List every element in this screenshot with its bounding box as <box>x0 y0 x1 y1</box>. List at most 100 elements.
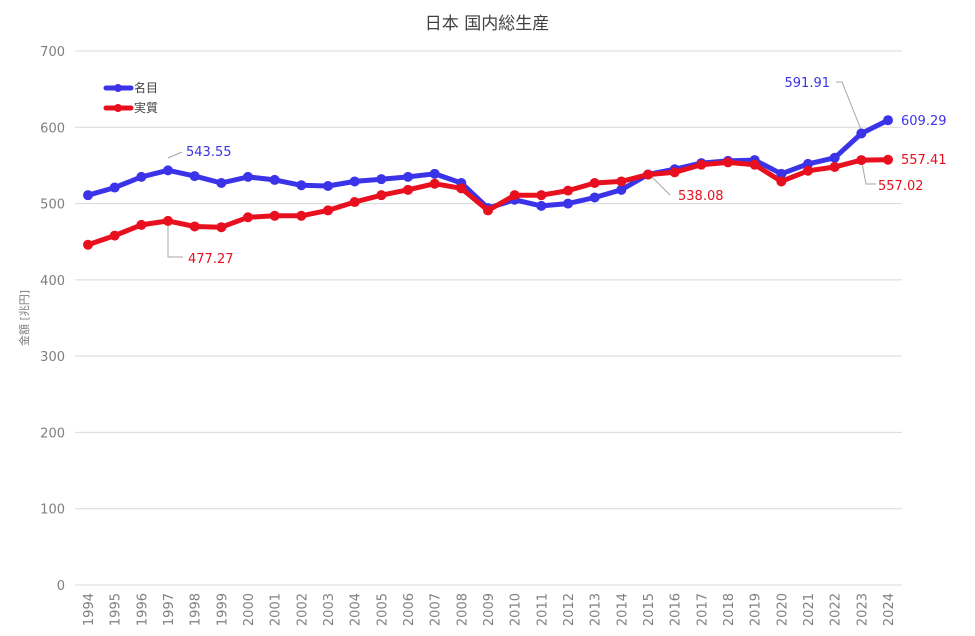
data-point <box>749 159 760 170</box>
annotation-leader <box>167 151 183 159</box>
y-tick-label: 300 <box>40 350 65 365</box>
x-tick-label: 2012 <box>562 593 577 626</box>
data-point <box>803 158 813 169</box>
annotation-leader <box>861 162 876 185</box>
series-1 <box>83 154 893 250</box>
data-point <box>429 168 440 179</box>
data-point <box>216 177 227 188</box>
y-tick-label: 100 <box>40 503 65 518</box>
x-tick-label: 2014 <box>615 593 630 626</box>
data-point <box>509 190 520 201</box>
x-tick-label: 2021 <box>802 593 817 626</box>
x-tick-label: 2017 <box>695 593 710 626</box>
data-point <box>216 222 227 233</box>
x-tick-label: 2018 <box>722 593 737 626</box>
annotation-leader <box>650 175 671 196</box>
x-tick-label: 2019 <box>749 593 764 626</box>
data-point <box>616 184 627 195</box>
gridlines <box>75 50 902 586</box>
y-axis-label: 金額 [兆円] <box>17 290 31 346</box>
data-point <box>243 212 253 223</box>
x-tick-label: 1999 <box>215 593 230 626</box>
data-point <box>563 198 573 209</box>
data-point <box>776 176 787 187</box>
data-point <box>829 152 840 163</box>
data-point <box>349 197 360 208</box>
x-tick-label: 1997 <box>162 593 177 626</box>
x-tick-label: 2022 <box>829 593 844 626</box>
data-point <box>776 168 787 179</box>
series-lines <box>83 115 893 250</box>
y-axis-ticks: 0 100 200 300 400 500 600 700 <box>40 45 65 594</box>
data-point <box>243 171 253 182</box>
data-point <box>723 157 733 168</box>
y-tick-label: 600 <box>40 121 65 136</box>
y-tick-label: 200 <box>40 426 65 441</box>
data-point <box>189 171 200 182</box>
data-point <box>536 200 547 211</box>
y-tick-label: 500 <box>40 198 65 213</box>
annotation-label: 557.02 <box>878 179 924 194</box>
annotation-leader <box>836 81 863 133</box>
legend-marker <box>114 84 122 92</box>
data-point <box>83 239 93 250</box>
data-point <box>163 215 173 226</box>
data-point <box>536 190 547 201</box>
chart-title: 日本 国内総生産 <box>425 14 549 34</box>
data-point <box>376 174 387 185</box>
x-tick-label: 1998 <box>189 593 204 626</box>
series-0 <box>83 115 893 214</box>
data-point <box>616 176 627 187</box>
data-point <box>829 161 840 172</box>
x-tick-label: 2023 <box>855 593 870 626</box>
annotation-label: 543.55 <box>186 145 232 160</box>
data-point <box>589 192 600 203</box>
data-point <box>269 210 280 221</box>
series-line <box>85 117 891 211</box>
legend-label: 実質 <box>134 100 158 115</box>
x-tick-label: 2009 <box>482 593 497 626</box>
annotation-label: 557.41 <box>901 153 947 168</box>
data-point <box>83 190 93 201</box>
x-tick-label: 2001 <box>269 593 284 626</box>
x-tick-label: 2007 <box>429 593 444 626</box>
data-point <box>883 154 893 165</box>
data-point <box>456 183 467 194</box>
data-point <box>376 190 387 201</box>
data-point <box>323 205 333 216</box>
x-tick-label: 2002 <box>295 593 310 626</box>
x-tick-label: 1996 <box>135 593 150 626</box>
data-point <box>803 165 813 176</box>
x-tick-label: 1995 <box>109 593 124 626</box>
data-point <box>669 167 680 178</box>
data-annotations: 543.55 477.27 538.08 591.91 609.29 557.41 557.… <box>186 76 947 267</box>
legend-marker <box>114 104 122 112</box>
x-tick-label: 2013 <box>589 593 604 626</box>
x-tick-label: 2024 <box>882 593 897 626</box>
data-point <box>189 221 200 232</box>
x-tick-label: 2004 <box>349 593 364 626</box>
series-line <box>85 157 891 248</box>
data-point <box>136 171 147 182</box>
x-tick-label: 2008 <box>455 593 470 626</box>
annotation-label: 609.29 <box>901 114 947 129</box>
data-point <box>163 165 173 176</box>
data-point <box>856 128 867 139</box>
data-point <box>589 177 600 188</box>
y-tick-label: 0 <box>57 579 65 594</box>
annotation-leaders <box>167 81 876 258</box>
x-tick-label: 2000 <box>242 593 257 626</box>
data-point <box>109 182 120 193</box>
annotation-label: 538.08 <box>678 189 724 204</box>
data-point <box>856 155 867 166</box>
data-point <box>136 219 147 230</box>
y-tick-label: 400 <box>40 274 65 289</box>
x-tick-label: 2015 <box>642 593 657 626</box>
x-tick-label: 2005 <box>375 593 390 626</box>
data-point <box>563 185 573 196</box>
annotation-label: 477.27 <box>188 252 234 267</box>
data-point <box>349 176 360 187</box>
data-point <box>109 230 120 241</box>
